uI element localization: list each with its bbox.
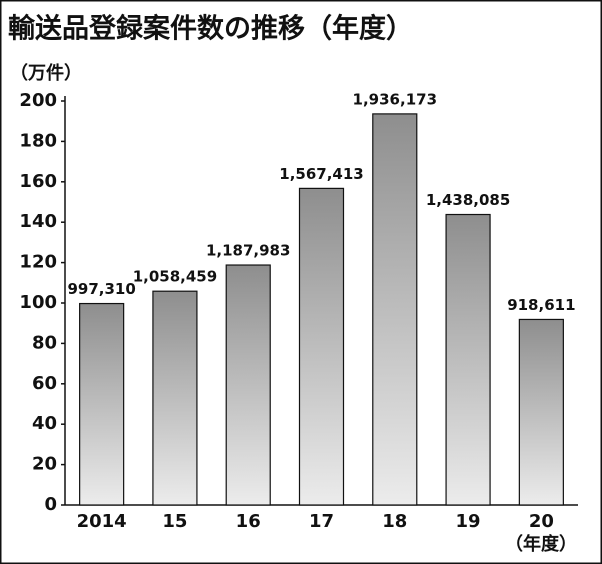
x-tick-label: 16 (236, 511, 261, 532)
value-label: 918,611 (507, 296, 575, 314)
x-tick-label: 20 (529, 511, 554, 532)
bar (79, 302, 125, 506)
bar (372, 113, 418, 506)
y-tick-label: 40 (32, 413, 57, 434)
value-label: 1,187,983 (206, 242, 290, 260)
value-label: 1,567,413 (279, 165, 363, 183)
y-axis-label: （万件） (10, 62, 82, 84)
y-tick-label: 180 (19, 130, 57, 151)
y-tick-label: 160 (19, 171, 57, 192)
x-tick-label: 17 (309, 511, 334, 532)
x-tick-label: 18 (382, 511, 407, 532)
x-axis-label: （年度） (505, 533, 577, 555)
y-tick-label: 120 (19, 252, 57, 273)
bar (445, 213, 491, 506)
x-tick-label: 15 (162, 511, 187, 532)
bar (225, 264, 271, 506)
bar (298, 187, 345, 506)
x-tick-label: 2014 (77, 511, 127, 532)
y-tick-label: 20 (32, 454, 57, 475)
bar (152, 290, 198, 506)
y-tick-label: 80 (32, 332, 57, 353)
y-tick-label: 140 (19, 211, 57, 232)
value-label: 1,058,459 (133, 268, 217, 286)
chart-title: 輸送品登録案件数の推移（年度） (8, 13, 413, 45)
y-tick-label: 0 (44, 494, 57, 515)
y-tick-label: 100 (19, 292, 57, 313)
bar (518, 318, 564, 506)
y-tick-label: 60 (32, 373, 57, 394)
value-label: 1,438,085 (426, 191, 510, 209)
x-tick-label: 19 (456, 511, 481, 532)
value-label: 1,936,173 (353, 90, 437, 108)
y-tick-label: 200 (19, 90, 57, 111)
value-label: 997,310 (67, 280, 135, 298)
